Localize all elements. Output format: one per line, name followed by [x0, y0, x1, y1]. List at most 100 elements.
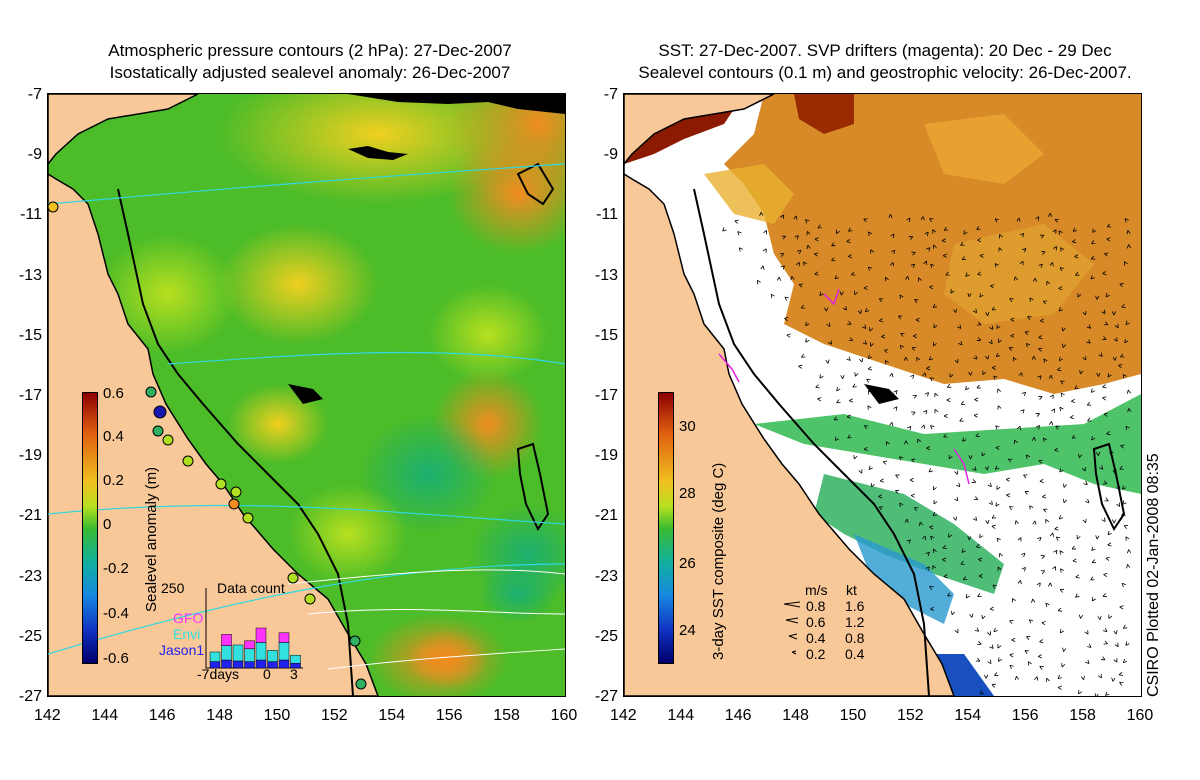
right-x-tick: 142 — [610, 707, 637, 724]
velocity-arrow — [945, 271, 950, 276]
velocity-arrow — [1101, 309, 1106, 314]
inset-x-label-zero: 0 — [263, 666, 271, 682]
velocity-arrow — [1032, 520, 1037, 525]
velocity-arrow — [1090, 255, 1096, 260]
velocity-arrow — [854, 290, 858, 296]
velocity-arrow — [987, 631, 991, 636]
velocity-arrow — [1107, 373, 1112, 378]
velocity-arrow — [1028, 661, 1032, 666]
velocity-arrow — [960, 241, 965, 246]
velocity-arrow — [1048, 212, 1053, 217]
inset-title: Data count — [217, 580, 285, 596]
velocity-arrow — [1059, 550, 1064, 555]
velocity-arrow — [1102, 627, 1108, 633]
velocity-arrow — [977, 641, 982, 645]
velocity-arrow — [1127, 408, 1132, 413]
velocity-arrow — [1062, 483, 1067, 488]
velocity-arrow — [1085, 498, 1090, 504]
velocity-arrow — [1011, 637, 1016, 643]
velocity-arrow — [1046, 280, 1051, 286]
velocity-arrow — [1126, 389, 1131, 394]
right-title-line2: Sealevel contours (0.1 m) and geostrophi… — [638, 63, 1132, 82]
velocity-arrow — [977, 593, 982, 598]
velocity-arrow — [976, 225, 981, 230]
velocity-arrow — [1102, 480, 1108, 485]
velocity-row-0-ms: 0.8 — [806, 598, 826, 614]
velocity-arrow — [867, 354, 873, 359]
velocity-arrow — [895, 490, 900, 494]
velocity-arrow — [1008, 458, 1013, 463]
velocity-arrow — [915, 317, 920, 322]
velocity-arrow — [925, 551, 930, 557]
velocity-arrow — [925, 566, 930, 571]
velocity-arrow — [909, 374, 915, 379]
velocity-arrow — [998, 247, 1003, 252]
left-title-line2: Isostatically adjusted sealevel anomaly:… — [109, 63, 511, 82]
velocity-arrow — [780, 214, 785, 220]
velocity-arrow — [911, 251, 916, 256]
velocity-arrow — [1052, 566, 1057, 571]
velocity-arrow — [1080, 675, 1085, 681]
velocity-arrow — [951, 610, 956, 616]
velocity-arrow — [1121, 303, 1126, 308]
velocity-arrow — [981, 452, 986, 457]
velocity-arrow — [985, 519, 990, 525]
velocity-arrow — [1071, 398, 1076, 403]
velocity-arrow — [1102, 271, 1107, 276]
velocity-arrow — [998, 657, 1003, 662]
velocity-arrow — [1058, 230, 1063, 235]
velocity-arrow — [763, 229, 767, 235]
velocity-arrow — [930, 425, 935, 430]
velocity-arrow — [920, 216, 925, 221]
velocity-arrow — [932, 548, 937, 553]
velocity-arrow — [993, 627, 998, 633]
velocity-arrow — [957, 324, 962, 329]
velocity-arrow — [924, 392, 929, 397]
velocity-arrow — [1009, 620, 1014, 624]
velocity-arrow — [1060, 247, 1065, 252]
velocity-arrow — [921, 424, 926, 429]
velocity-arrow — [1098, 465, 1104, 470]
velocity-arrow — [994, 465, 1000, 470]
velocity-arrow — [798, 283, 804, 288]
velocity-arrow — [722, 227, 727, 232]
left-x-tick: 160 — [550, 707, 578, 724]
velocity-arrow — [1019, 260, 1024, 266]
inset-legend-jason: Jason1 — [159, 642, 205, 658]
velocity-arrow — [1111, 311, 1117, 316]
velocity-arrow — [762, 248, 767, 253]
velocity-arrow — [967, 292, 972, 298]
velocity-arrow — [1014, 676, 1019, 681]
velocity-arrow — [995, 425, 1000, 430]
velocity-arrow — [930, 263, 935, 269]
velocity-arrow — [738, 247, 743, 252]
velocity-arrow — [1039, 318, 1045, 323]
left-title: Atmospheric pressure contours (2 hPa): 2… — [60, 40, 560, 84]
velocity-arrow — [863, 446, 869, 451]
velocity-arrow — [926, 366, 931, 371]
velocity-arrow — [734, 219, 739, 224]
velocity-arrow — [794, 235, 799, 240]
velocity-arrow — [961, 548, 966, 553]
velocity-arrow — [1051, 408, 1056, 413]
velocity-arrow — [1108, 614, 1113, 619]
velocity-arrow — [1055, 425, 1060, 430]
velocity-arrow — [1078, 453, 1083, 459]
velocity-arrow — [1125, 536, 1130, 541]
velocity-arrow — [976, 337, 982, 341]
velocity-arrow — [995, 352, 1001, 357]
velocity-arrow — [975, 543, 981, 548]
right-y-tick: -21 — [594, 507, 618, 525]
velocity-arrow — [963, 230, 968, 235]
velocity-arrow — [895, 474, 900, 479]
velocity-arrow — [867, 366, 872, 371]
velocity-arrow — [908, 236, 914, 241]
velocity-arrow — [1113, 337, 1118, 342]
velocity-arrow — [881, 334, 886, 339]
velocity-arrow — [1041, 250, 1046, 255]
velocity-arrow — [1095, 535, 1100, 540]
velocity-arrow — [1011, 598, 1016, 603]
velocity-arrow — [919, 521, 924, 527]
velocity-arrow — [1049, 421, 1054, 426]
velocity-arrow — [854, 372, 859, 377]
